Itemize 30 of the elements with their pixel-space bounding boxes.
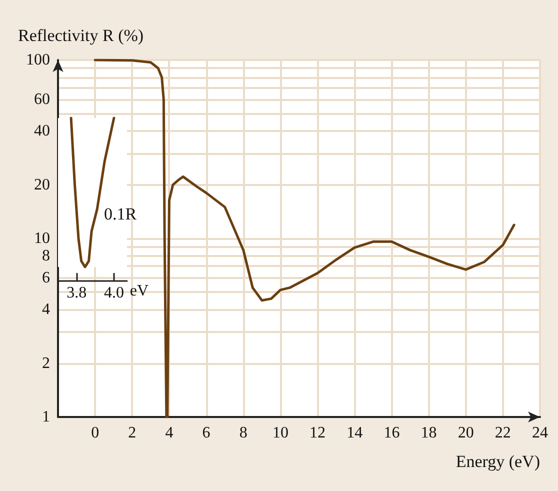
y-tick-label: 6 — [42, 270, 50, 287]
x-axis-title: eV — [130, 282, 149, 300]
x-tick-label: 18 — [420, 424, 437, 442]
x-tick-label: 3.8 — [66, 284, 87, 302]
x-axis-title: Energy (eV) — [456, 452, 540, 471]
annotation: 0.1R — [104, 204, 138, 224]
y-tick-label: 10 — [34, 230, 50, 247]
y-tick-label: 8 — [42, 247, 50, 264]
x-tick-label: 12 — [310, 424, 326, 442]
x-tick-label: 4 — [165, 424, 174, 442]
x-tick-label: 14 — [346, 424, 363, 442]
x-tick-label: 20 — [458, 424, 474, 442]
x-tick-label: 24 — [532, 424, 548, 442]
x-tick-label: 4.0 — [104, 284, 124, 302]
x-tick-label: 2 — [128, 424, 136, 442]
x-tick-label: 10 — [272, 424, 288, 442]
line-series — [94, 58, 516, 418]
y-axis-title: Reflectivity R (%) — [18, 26, 144, 45]
y-tick-label: 4 — [42, 301, 50, 318]
y-tick-label: 1 — [42, 408, 50, 426]
y-tick-label: 20 — [34, 176, 50, 194]
x-tick-label: 22 — [494, 424, 511, 442]
y-tick-label: 40 — [34, 122, 50, 140]
x-tick-label: 16 — [384, 424, 400, 442]
x-tick-label: 0 — [91, 424, 100, 442]
y-tick-label: 100 — [26, 52, 50, 68]
x-tick-label: 8 — [239, 424, 248, 442]
x-tick-label: 6 — [202, 424, 210, 442]
y-tick-label: 2 — [42, 354, 50, 372]
y-tick-label: 60 — [34, 91, 50, 108]
